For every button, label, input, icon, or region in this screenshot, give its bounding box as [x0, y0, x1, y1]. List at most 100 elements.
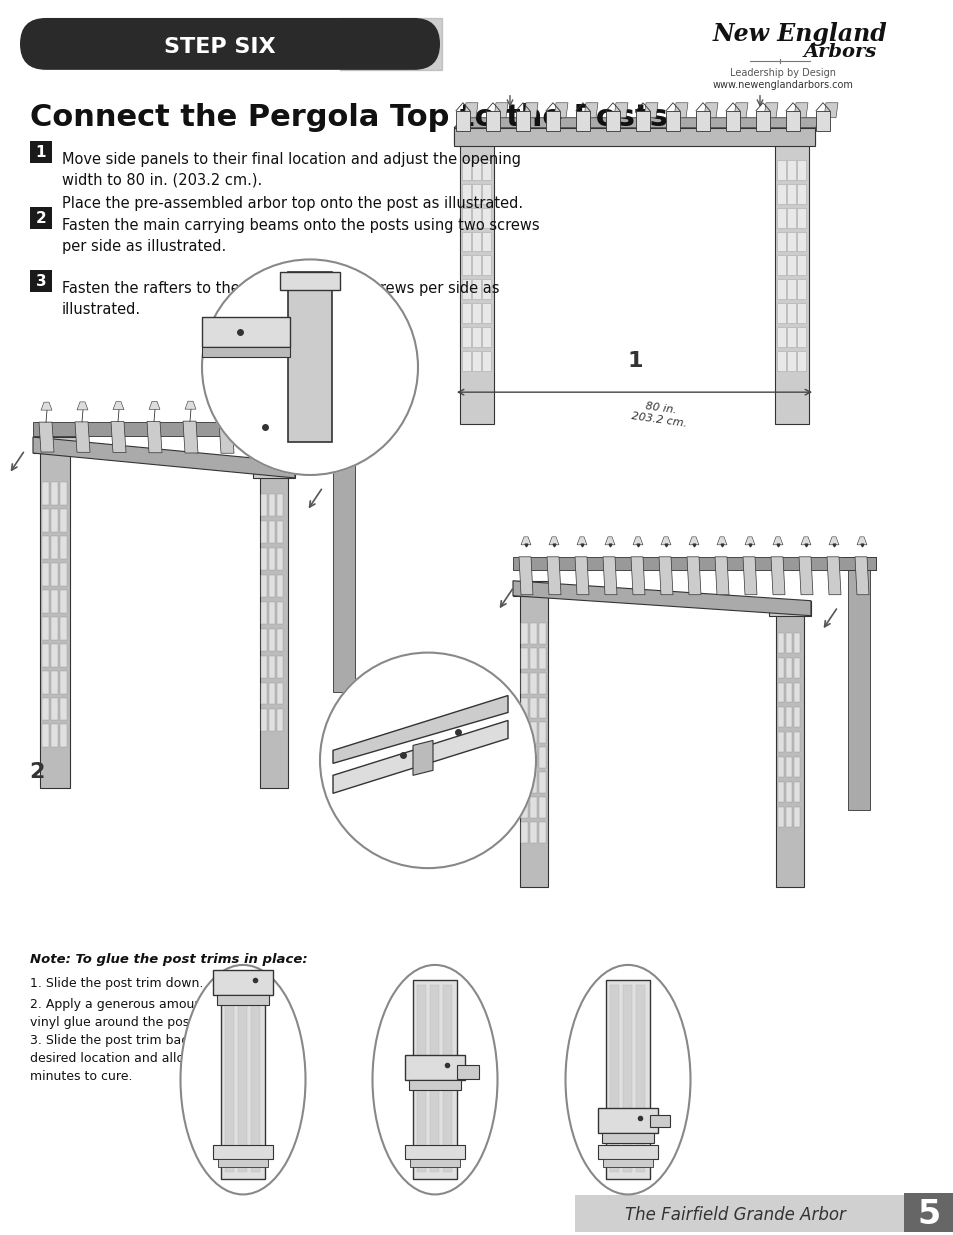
FancyBboxPatch shape: [472, 279, 480, 299]
FancyBboxPatch shape: [636, 984, 644, 1172]
FancyBboxPatch shape: [778, 808, 783, 827]
FancyBboxPatch shape: [605, 111, 619, 131]
FancyBboxPatch shape: [410, 1158, 459, 1167]
Text: www.newenglandarbors.com: www.newenglandarbors.com: [712, 80, 853, 90]
Text: The Fairfield Grande Arbor: The Fairfield Grande Arbor: [624, 1207, 844, 1224]
Text: Arbors: Arbors: [802, 43, 876, 61]
Polygon shape: [763, 103, 778, 117]
FancyBboxPatch shape: [60, 536, 67, 558]
Text: 2: 2: [35, 210, 47, 226]
FancyBboxPatch shape: [461, 351, 471, 372]
FancyBboxPatch shape: [520, 698, 527, 719]
Polygon shape: [494, 103, 507, 117]
FancyBboxPatch shape: [796, 279, 805, 299]
FancyBboxPatch shape: [60, 509, 67, 532]
FancyBboxPatch shape: [776, 351, 785, 372]
FancyBboxPatch shape: [538, 622, 545, 643]
FancyBboxPatch shape: [269, 574, 274, 597]
FancyBboxPatch shape: [605, 979, 649, 1179]
Polygon shape: [733, 103, 747, 117]
FancyBboxPatch shape: [60, 616, 67, 640]
FancyBboxPatch shape: [472, 327, 480, 347]
FancyBboxPatch shape: [793, 683, 800, 703]
Polygon shape: [772, 537, 782, 545]
FancyBboxPatch shape: [472, 351, 480, 372]
Polygon shape: [343, 420, 357, 454]
FancyBboxPatch shape: [276, 521, 283, 543]
FancyBboxPatch shape: [768, 600, 810, 616]
FancyBboxPatch shape: [601, 1132, 654, 1142]
Polygon shape: [643, 103, 658, 117]
Polygon shape: [320, 420, 335, 454]
Polygon shape: [185, 401, 195, 409]
FancyBboxPatch shape: [755, 111, 769, 131]
FancyBboxPatch shape: [276, 494, 283, 516]
Polygon shape: [33, 422, 360, 436]
FancyBboxPatch shape: [786, 279, 795, 299]
FancyBboxPatch shape: [520, 798, 527, 819]
FancyBboxPatch shape: [253, 462, 294, 478]
Polygon shape: [333, 720, 507, 793]
Ellipse shape: [180, 965, 305, 1194]
FancyBboxPatch shape: [280, 273, 339, 290]
FancyBboxPatch shape: [472, 231, 480, 252]
FancyBboxPatch shape: [545, 111, 559, 131]
FancyBboxPatch shape: [442, 984, 452, 1172]
FancyBboxPatch shape: [785, 782, 791, 803]
FancyBboxPatch shape: [793, 757, 800, 777]
Polygon shape: [219, 421, 233, 453]
Polygon shape: [520, 537, 531, 545]
Polygon shape: [660, 537, 670, 545]
FancyBboxPatch shape: [42, 671, 49, 694]
FancyBboxPatch shape: [461, 231, 471, 252]
FancyBboxPatch shape: [276, 656, 283, 678]
FancyBboxPatch shape: [261, 656, 267, 678]
Text: New England: New England: [712, 22, 886, 46]
FancyBboxPatch shape: [51, 671, 58, 694]
FancyBboxPatch shape: [513, 580, 555, 595]
FancyBboxPatch shape: [481, 304, 491, 324]
Polygon shape: [614, 103, 627, 117]
Polygon shape: [463, 103, 477, 117]
Polygon shape: [513, 580, 810, 616]
Ellipse shape: [565, 965, 690, 1194]
FancyBboxPatch shape: [538, 823, 545, 844]
FancyBboxPatch shape: [269, 709, 274, 731]
FancyBboxPatch shape: [461, 279, 471, 299]
Polygon shape: [828, 537, 838, 545]
FancyBboxPatch shape: [776, 207, 785, 227]
FancyBboxPatch shape: [665, 111, 679, 131]
FancyBboxPatch shape: [461, 256, 471, 275]
FancyBboxPatch shape: [202, 317, 290, 347]
FancyBboxPatch shape: [538, 747, 545, 768]
FancyBboxPatch shape: [847, 566, 869, 810]
Polygon shape: [659, 557, 672, 595]
FancyBboxPatch shape: [538, 647, 545, 668]
FancyBboxPatch shape: [461, 327, 471, 347]
FancyBboxPatch shape: [276, 574, 283, 597]
FancyBboxPatch shape: [472, 159, 480, 179]
FancyBboxPatch shape: [516, 111, 530, 131]
Polygon shape: [604, 537, 615, 545]
FancyBboxPatch shape: [520, 622, 527, 643]
FancyBboxPatch shape: [276, 601, 283, 624]
FancyBboxPatch shape: [776, 304, 785, 324]
FancyBboxPatch shape: [530, 772, 537, 793]
FancyBboxPatch shape: [786, 231, 795, 252]
FancyBboxPatch shape: [815, 111, 829, 131]
Polygon shape: [111, 421, 126, 452]
FancyBboxPatch shape: [793, 808, 800, 827]
FancyBboxPatch shape: [51, 698, 58, 720]
FancyBboxPatch shape: [519, 593, 547, 887]
FancyBboxPatch shape: [60, 698, 67, 720]
Polygon shape: [673, 103, 687, 117]
Polygon shape: [149, 401, 160, 410]
Text: Move side panels to their final location and adjust the opening
width to 80 in. : Move side panels to their final location…: [62, 152, 520, 188]
FancyBboxPatch shape: [786, 327, 795, 347]
FancyBboxPatch shape: [481, 184, 491, 204]
Polygon shape: [254, 421, 270, 453]
FancyBboxPatch shape: [261, 601, 267, 624]
FancyBboxPatch shape: [269, 521, 274, 543]
FancyBboxPatch shape: [575, 1195, 953, 1233]
FancyBboxPatch shape: [413, 979, 456, 1179]
